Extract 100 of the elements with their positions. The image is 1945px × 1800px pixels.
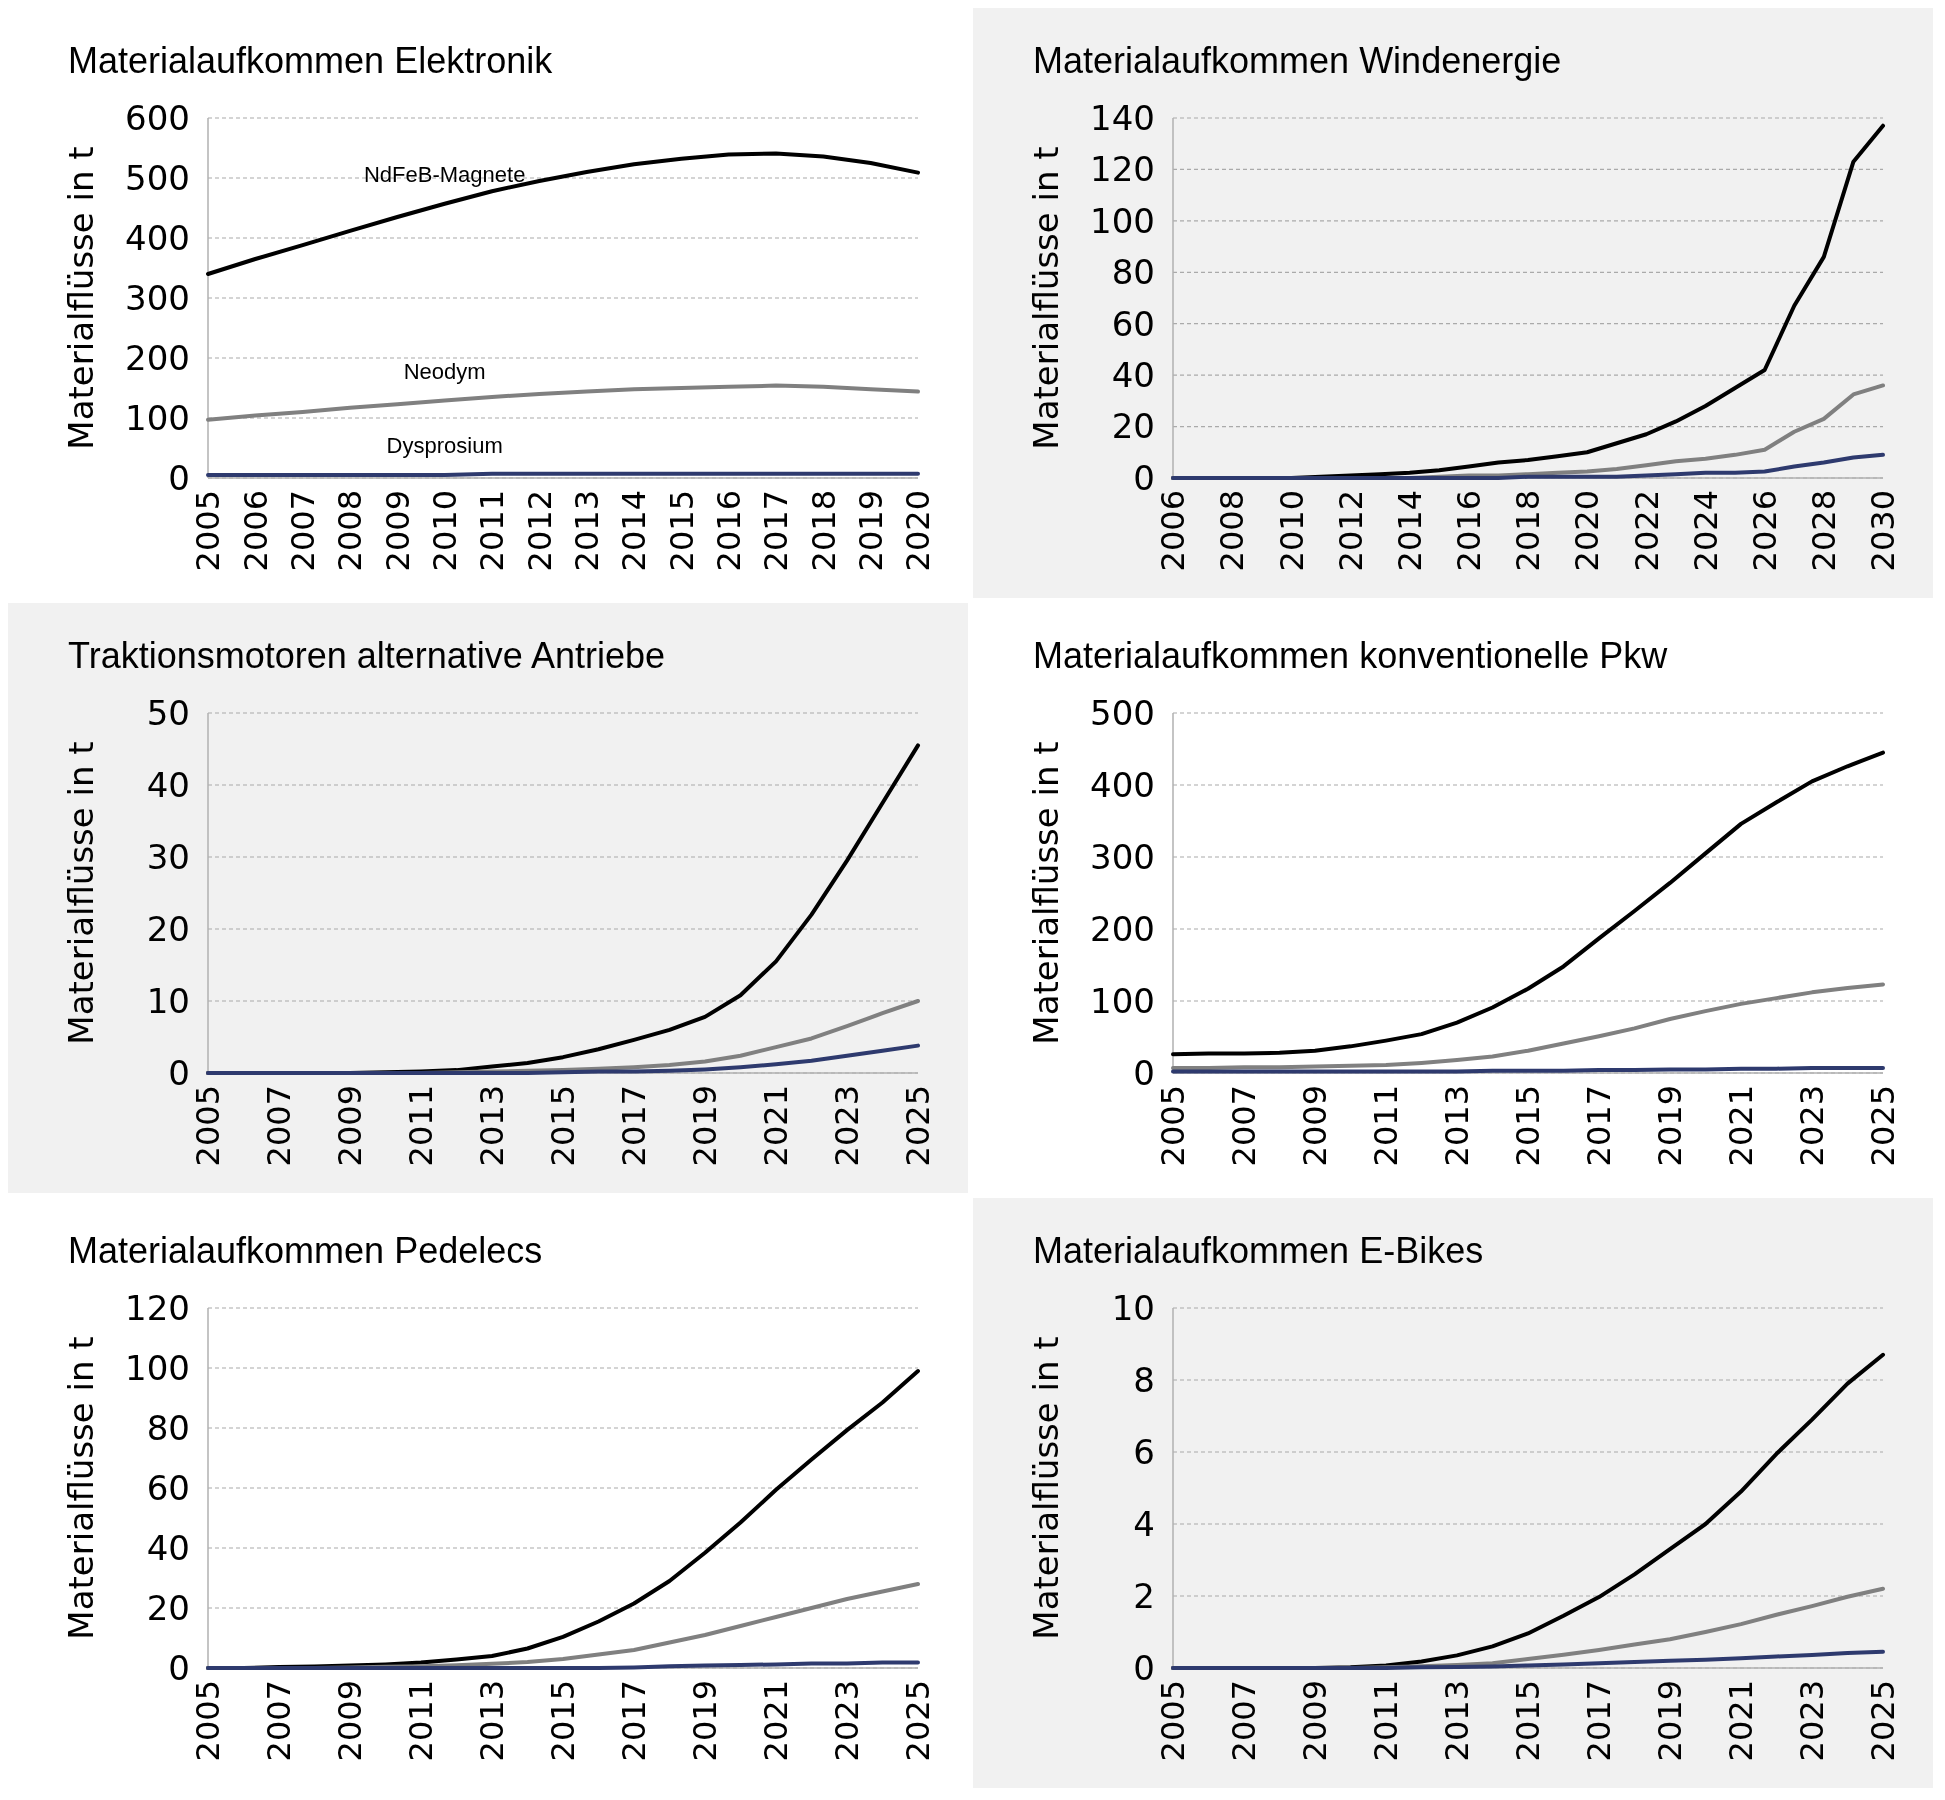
- x-tick-label: 2028: [1805, 490, 1844, 572]
- x-tick-label: 2011: [473, 490, 512, 572]
- x-tick-label: 2017: [615, 1680, 654, 1762]
- y-tick-label: 600: [125, 97, 190, 138]
- y-tick-label: 10: [1111, 1287, 1155, 1328]
- x-tick-label: 2018: [1509, 490, 1548, 572]
- x-tick-label: 2015: [662, 490, 701, 572]
- line-series: [1171, 750, 1885, 1057]
- x-tick-label: 2016: [1450, 490, 1489, 572]
- y-tick-label: 20: [146, 1587, 190, 1628]
- x-tick-label: 2008: [331, 490, 370, 572]
- x-tick-label: 2017: [1580, 1680, 1619, 1762]
- y-tick-label: 300: [1090, 836, 1155, 877]
- x-tick-label: 2009: [331, 1680, 370, 1762]
- y-tick-label: 200: [1090, 908, 1155, 949]
- chart-title: Materialaufkommen Windenergie: [1033, 40, 1562, 81]
- x-tick-label: 2009: [1296, 1680, 1335, 1762]
- series-label: Neodym: [403, 358, 486, 384]
- y-tick-label: 100: [125, 397, 190, 438]
- y-tick-label: 120: [125, 1287, 190, 1328]
- y-tick-label: 60: [1111, 303, 1155, 344]
- x-tick-label: 2023: [1793, 1680, 1832, 1762]
- x-tick-label: 2005: [1154, 1680, 1193, 1762]
- x-tick-label: 2005: [1154, 1085, 1193, 1167]
- y-tick-label: 100: [125, 1347, 190, 1388]
- x-tick-label: 2012: [1331, 490, 1370, 572]
- y-axis-title: Materialflüsse in t: [1026, 1336, 1066, 1640]
- x-tick-label: 2013: [473, 1085, 512, 1167]
- line-series: [1171, 982, 1885, 1070]
- y-axis-title: Materialflüsse in t: [61, 146, 101, 450]
- x-tick-label: 2019: [1651, 1680, 1690, 1762]
- x-tick-label: 2015: [1509, 1680, 1548, 1762]
- x-tick-label: 2021: [757, 1680, 796, 1762]
- x-tick-label: 2023: [828, 1085, 867, 1167]
- x-tick-label: 2011: [1367, 1680, 1406, 1762]
- y-tick-label: 0: [1133, 1647, 1155, 1688]
- x-tick-label: 2016: [709, 490, 748, 572]
- x-tick-label: 2007: [260, 1680, 299, 1762]
- x-tick-label: 2005: [189, 1680, 228, 1762]
- x-tick-label: 2007: [1225, 1085, 1264, 1167]
- x-tick-label: 2011: [1367, 1085, 1406, 1167]
- x-tick-label: 2021: [1722, 1085, 1761, 1167]
- x-tick-label: 2024: [1686, 490, 1725, 572]
- x-tick-label: 2022: [1627, 490, 1666, 572]
- x-tick-label: 2014: [615, 490, 654, 572]
- x-tick-label: 2026: [1745, 490, 1784, 572]
- x-tick-label: 2025: [899, 1680, 938, 1762]
- y-tick-label: 4: [1133, 1503, 1155, 1544]
- y-tick-label: 0: [168, 1647, 190, 1688]
- y-tick-label: 2: [1133, 1575, 1155, 1616]
- y-tick-label: 300: [125, 277, 190, 318]
- x-tick-label: 2019: [686, 1085, 725, 1167]
- x-tick-label: 2013: [473, 1680, 512, 1762]
- x-tick-label: 2010: [425, 490, 464, 572]
- x-tick-label: 2011: [402, 1085, 441, 1167]
- y-tick-label: 40: [1111, 355, 1155, 396]
- x-tick-label: 2021: [1722, 1680, 1761, 1762]
- x-tick-label: 2019: [686, 1680, 725, 1762]
- x-tick-label: 2013: [1438, 1680, 1477, 1762]
- x-tick-label: 2019: [1651, 1085, 1690, 1167]
- y-tick-label: 120: [1090, 149, 1155, 190]
- y-axis-title: Materialflüsse in t: [61, 1336, 101, 1640]
- x-tick-label: 2030: [1864, 490, 1903, 572]
- x-tick-label: 2015: [544, 1085, 583, 1167]
- y-tick-label: 80: [146, 1407, 190, 1448]
- y-tick-label: 6: [1133, 1431, 1155, 1472]
- y-axis-title: Materialflüsse in t: [1026, 146, 1066, 450]
- x-tick-label: 2021: [757, 1085, 796, 1167]
- x-tick-label: 2007: [283, 490, 322, 572]
- x-tick-label: 2010: [1272, 490, 1311, 572]
- y-tick-label: 400: [125, 217, 190, 258]
- y-tick-label: 50: [146, 692, 190, 733]
- x-tick-label: 2019: [851, 490, 890, 572]
- y-tick-label: 10: [146, 980, 190, 1021]
- x-tick-label: 2023: [1793, 1085, 1832, 1167]
- x-tick-label: 2020: [899, 490, 938, 572]
- y-tick-label: 40: [146, 1527, 190, 1568]
- line-series: [206, 151, 920, 276]
- y-tick-label: 200: [125, 337, 190, 378]
- y-tick-label: 0: [168, 1052, 190, 1093]
- x-tick-label: 2014: [1390, 490, 1429, 572]
- chart-title: Traktionsmotoren alternative Antriebe: [68, 635, 665, 676]
- y-tick-label: 20: [1111, 406, 1155, 447]
- x-tick-label: 2009: [331, 1085, 370, 1167]
- y-tick-label: 40: [146, 764, 190, 805]
- x-tick-label: 2006: [1154, 490, 1193, 572]
- y-tick-label: 0: [1133, 457, 1155, 498]
- y-tick-label: 500: [1090, 692, 1155, 733]
- y-axis-title: Materialflüsse in t: [1026, 741, 1066, 1045]
- x-tick-label: 2007: [260, 1085, 299, 1167]
- x-tick-label: 2025: [1864, 1680, 1903, 1762]
- x-tick-label: 2020: [1568, 490, 1607, 572]
- x-tick-label: 2025: [899, 1085, 938, 1167]
- y-tick-label: 400: [1090, 764, 1155, 805]
- y-tick-label: 500: [125, 157, 190, 198]
- y-tick-label: 20: [146, 908, 190, 949]
- x-tick-label: 2015: [544, 1680, 583, 1762]
- series-label: NdFeB-Magnete: [363, 161, 526, 187]
- chart-title: Materialaufkommen konventionelle Pkw: [1033, 635, 1669, 676]
- series-label: Dysprosium: [386, 433, 503, 458]
